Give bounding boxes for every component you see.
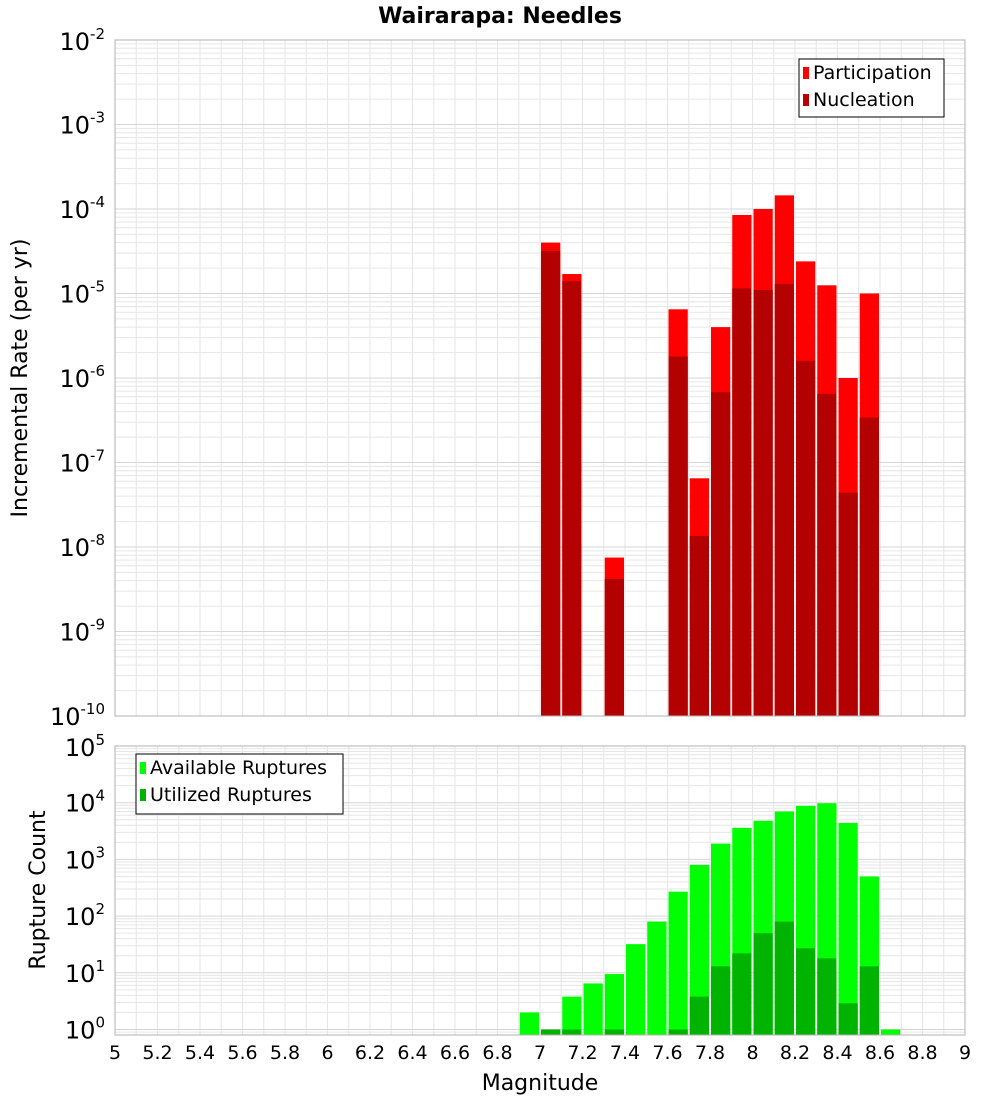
bottom-y-axis-label: Rupture Count [26,810,51,970]
top-y-axis-label: Incremental Rate (per yr) [8,239,33,518]
bottom-bar-utilized-ruptures [668,1029,688,1035]
x-tick-label: 7.4 [610,1042,640,1064]
top-y-tick-label: 10-7 [59,447,105,478]
x-tick-label: 6 [321,1042,333,1064]
bottom-y-tick-label: 103 [65,843,105,874]
bottom-bar-available-ruptures [519,1012,539,1035]
x-tick-label: 8.2 [780,1042,810,1064]
top-plot-frame [114,39,966,717]
top-bar-nucleation [774,283,794,716]
x-tick-label: 8 [746,1042,758,1064]
x-tick-label: 7.2 [567,1042,597,1064]
top-bar-nucleation [604,578,624,716]
top-y-tick-label: 10-10 [50,700,105,731]
bottom-bar-utilized-ruptures [859,966,879,1035]
x-tick-label: 6.8 [482,1042,512,1064]
top-bar-nucleation [796,360,816,716]
bottom-bar-available-ruptures [668,891,688,1035]
bottom-bar-utilized-ruptures [541,1029,561,1035]
top-bar-nucleation [859,417,879,716]
top-legend-box [798,58,945,118]
top-bar-nucleation [838,492,858,716]
x-tick-label: 6.2 [355,1042,385,1064]
top-legend-label: Participation [813,62,932,84]
bottom-bar-utilized-ruptures [604,1029,624,1035]
bottom-bar-utilized-ruptures [774,921,794,1035]
bottom-legend-swatch [140,789,146,801]
bottom-plot-frame [114,745,966,1036]
top-bar-nucleation [689,535,709,716]
bottom-bar-available-ruptures [881,1029,901,1035]
x-tick-label: 8.8 [907,1042,937,1064]
bottom-bar-available-ruptures [583,983,603,1035]
bottom-bar-utilized-ruptures [796,948,816,1035]
x-tick-label: 5 [109,1042,121,1064]
bottom-bar-available-ruptures [838,822,858,1035]
bottom-bar-available-ruptures [604,974,624,1035]
top-bar-nucleation [753,290,773,716]
x-tick-label: 6.4 [397,1042,427,1064]
x-tick-label: 5.4 [185,1042,215,1064]
bottom-bar-utilized-ruptures [689,996,709,1035]
bottom-bar-utilized-ruptures [562,1029,582,1035]
top-y-tick-label: 10-9 [59,616,105,647]
x-tick-label: 8.4 [822,1042,852,1064]
bottom-bar-available-ruptures [647,921,667,1035]
x-tick-label: 7.8 [695,1042,725,1064]
bottom-bar-utilized-ruptures [838,1003,858,1035]
bottom-legend-box [135,753,344,815]
x-tick-label: 9 [959,1042,971,1064]
top-y-tick-label: 10-5 [59,278,105,309]
x-tick-label: 7.6 [652,1042,682,1064]
bottom-y-tick-label: 104 [65,787,105,818]
x-tick-label: 7 [534,1042,546,1064]
bottom-bar-available-ruptures [562,996,582,1035]
x-axis-label: Magnitude [482,1071,599,1096]
bottom-y-tick-label: 100 [65,1014,105,1045]
top-bar-nucleation [711,392,731,716]
top-legend-label: Nucleation [813,89,915,111]
top-y-tick-label: 10-3 [59,109,105,140]
top-bar-nucleation [732,288,752,716]
bottom-legend-label: Utilized Ruptures [150,784,312,806]
x-tick-label: 6.6 [440,1042,470,1064]
x-tick-label: 8.6 [865,1042,895,1064]
bottom-bar-utilized-ruptures [732,953,752,1035]
top-bar-nucleation [541,250,561,716]
top-y-tick-label: 10-2 [59,25,105,56]
bottom-legend-swatch [140,762,146,774]
top-y-tick-label: 10-6 [59,362,105,393]
bottom-y-tick-label: 102 [65,900,105,931]
x-tick-label: 5.8 [270,1042,300,1064]
bottom-y-tick-label: 105 [65,731,105,762]
top-bar-nucleation [562,281,582,716]
bottom-legend-label: Available Ruptures [150,757,327,779]
top-legend-swatch [803,67,809,79]
x-tick-label: 5.2 [142,1042,172,1064]
x-tick-label: 5.6 [227,1042,257,1064]
top-bar-nucleation [668,356,688,716]
top-legend-swatch [803,94,809,106]
top-y-tick-label: 10-4 [59,193,105,224]
bottom-bar-available-ruptures [626,944,646,1035]
bottom-bar-utilized-ruptures [711,966,731,1035]
bottom-bar-utilized-ruptures [753,933,773,1035]
bottom-y-tick-label: 101 [65,957,105,988]
bottom-bar-available-ruptures [689,864,709,1035]
bottom-bar-utilized-ruptures [817,958,837,1035]
chart-title: Wairarapa: Needles [378,4,622,29]
top-bar-nucleation [817,393,837,716]
top-y-tick-label: 10-8 [59,531,105,562]
